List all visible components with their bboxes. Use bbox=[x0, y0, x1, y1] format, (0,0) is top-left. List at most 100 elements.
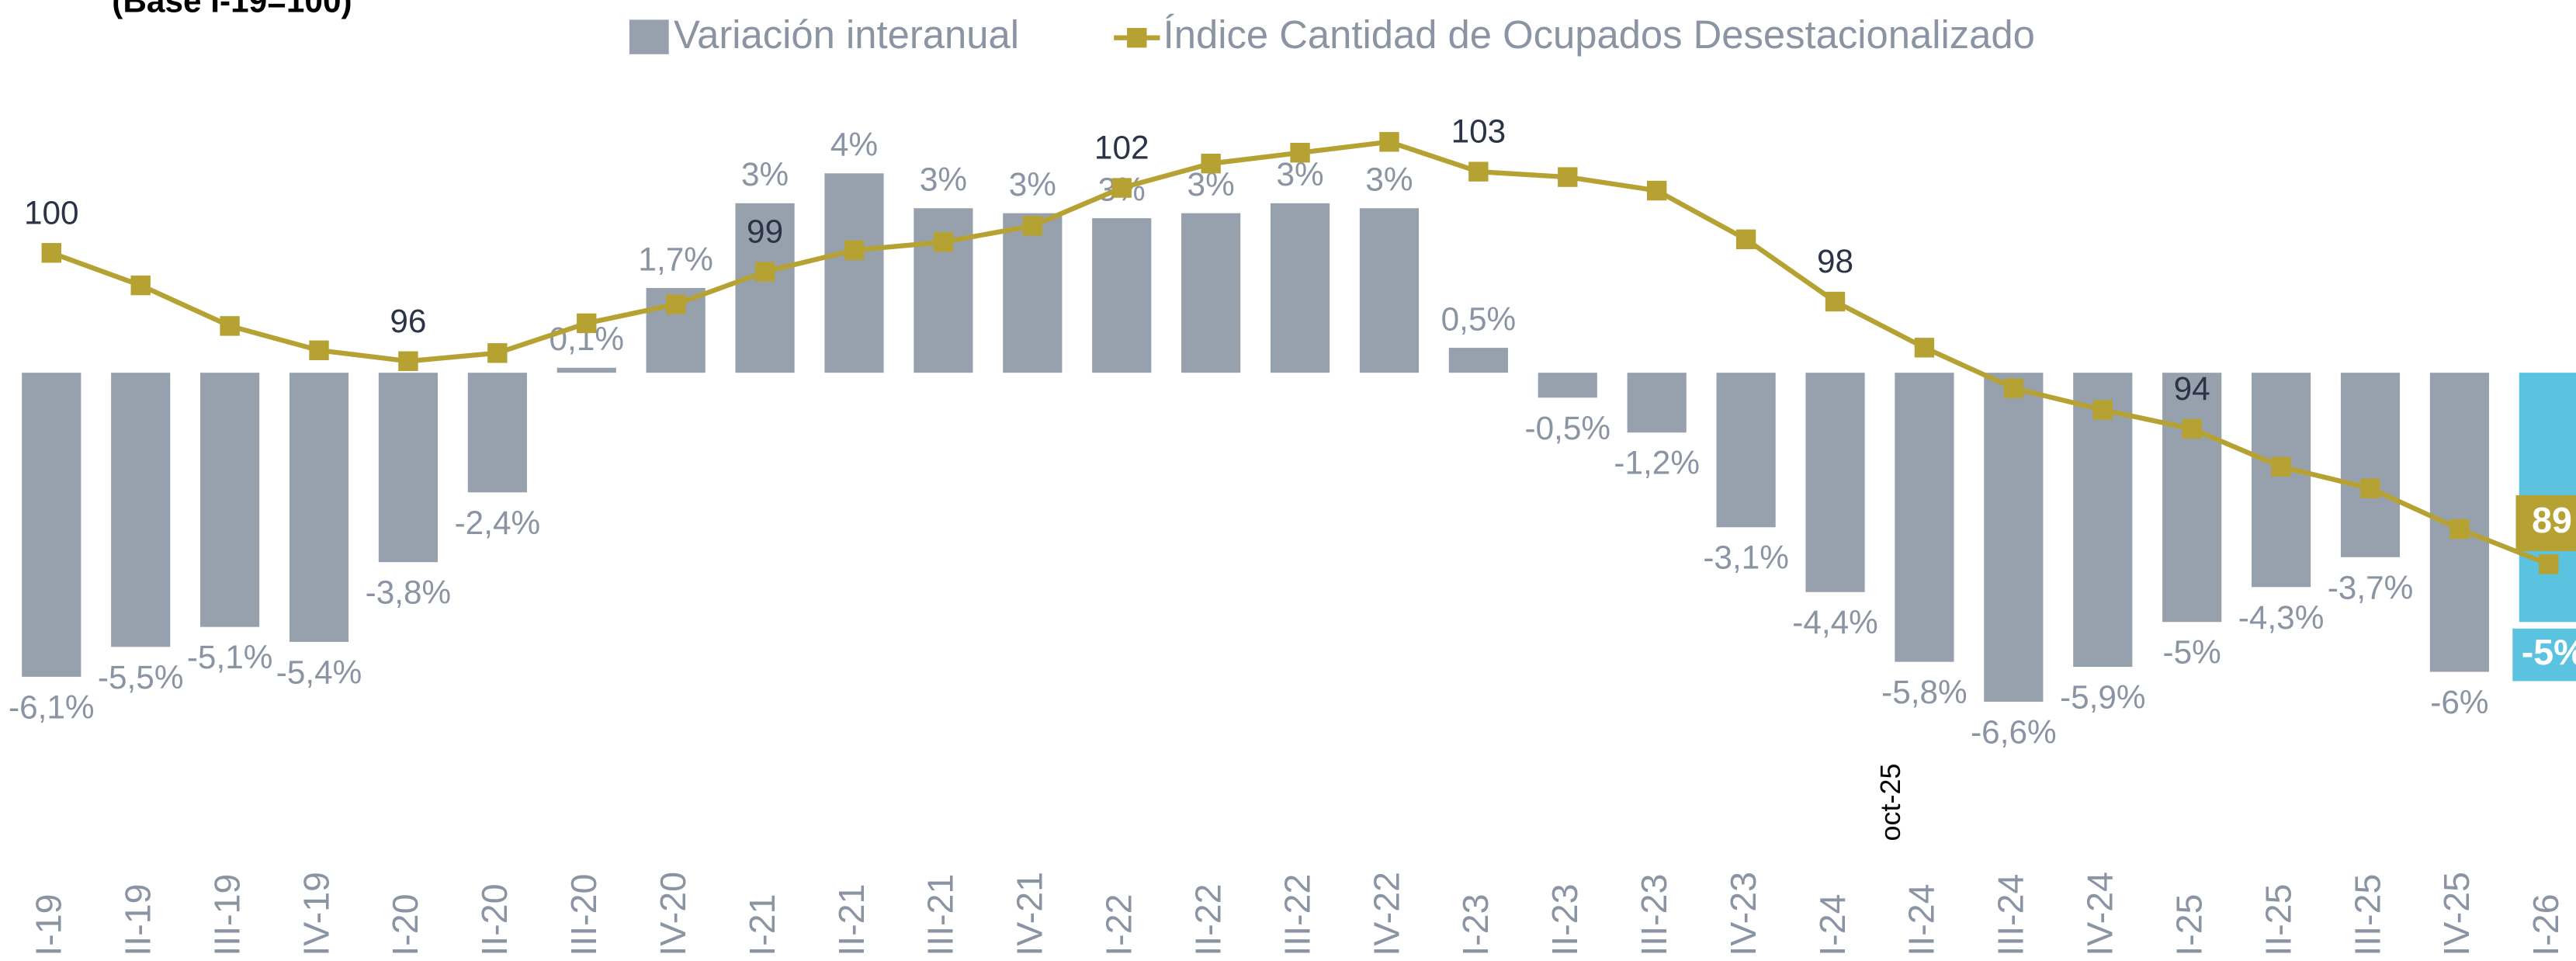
x-tick-label: III-20 bbox=[563, 874, 604, 956]
x-tick-label: I-25 bbox=[2169, 893, 2209, 956]
marker bbox=[2449, 519, 2470, 539]
bar-label: -5% bbox=[2163, 634, 2221, 671]
bar bbox=[111, 373, 171, 647]
bar-label: -2,4% bbox=[455, 505, 541, 541]
bar-label: 0,5% bbox=[1441, 300, 1516, 337]
marker bbox=[1558, 167, 1578, 187]
x-tick-label: IV-23 bbox=[1723, 872, 1763, 956]
x-tick-label: II-22 bbox=[1187, 884, 1228, 956]
marker bbox=[1647, 180, 1667, 201]
marker bbox=[1111, 178, 1132, 198]
bar bbox=[22, 373, 81, 677]
bar bbox=[1984, 373, 2044, 702]
x-tick-label: I-21 bbox=[742, 893, 782, 956]
x-tick-label: IV-19 bbox=[296, 872, 336, 956]
bar-label: -0,5% bbox=[1525, 410, 1611, 446]
bar bbox=[824, 173, 884, 373]
x-tick-label: II-20 bbox=[474, 884, 515, 956]
marker bbox=[41, 243, 61, 263]
line-label: 102 bbox=[1094, 130, 1149, 166]
bar-label: -5,4% bbox=[276, 654, 362, 690]
marker bbox=[2271, 456, 2291, 477]
x-tick-label: II-24 bbox=[1902, 884, 1942, 956]
bar-label: 3% bbox=[1009, 166, 1056, 203]
marker bbox=[844, 240, 865, 260]
bar-label: -5% bbox=[2522, 632, 2576, 672]
x-tick-label: I-23 bbox=[1455, 893, 1496, 956]
bar bbox=[1716, 373, 1776, 528]
x-tick-label: IV-20 bbox=[653, 872, 693, 956]
legend-swatch bbox=[629, 19, 669, 54]
bar-label: -4,4% bbox=[1792, 604, 1878, 640]
marker bbox=[1735, 229, 1756, 250]
line-label: 100 bbox=[24, 194, 79, 231]
bar bbox=[200, 373, 260, 627]
x-tick-label: III-24 bbox=[1991, 874, 2031, 956]
bar bbox=[2162, 373, 2222, 623]
x-tick-label: III-23 bbox=[1634, 874, 1674, 956]
x-tick-label: II-21 bbox=[831, 884, 872, 956]
x-tick-label: III-21 bbox=[920, 874, 961, 956]
bar-label: -5,9% bbox=[2060, 679, 2146, 716]
marker bbox=[1290, 143, 1310, 163]
marker bbox=[220, 316, 240, 336]
marker bbox=[2182, 418, 2202, 439]
annotation: oct-25 bbox=[1874, 764, 1906, 841]
x-tick-label: I-24 bbox=[1812, 893, 1853, 956]
x-tick-label: IV-25 bbox=[2436, 872, 2477, 956]
label-box bbox=[2512, 628, 2576, 682]
x-tick-label: I-20 bbox=[385, 893, 425, 956]
bar bbox=[2073, 373, 2133, 668]
x-tick-label: IV-22 bbox=[1366, 872, 1406, 956]
line-label: 89 bbox=[2532, 500, 2572, 540]
label-box bbox=[2515, 494, 2576, 551]
marker bbox=[398, 351, 418, 371]
x-tick-label: II-23 bbox=[1545, 884, 1585, 956]
bar-label: -5,8% bbox=[1881, 674, 1968, 710]
bar bbox=[1359, 208, 1420, 373]
bar-label: 4% bbox=[830, 127, 878, 163]
bar-label: 3% bbox=[741, 156, 789, 193]
marker bbox=[487, 343, 508, 363]
line-label: 96 bbox=[390, 303, 426, 339]
x-tick-label: III-22 bbox=[1277, 874, 1317, 956]
legend-label: Índice Cantidad de Ocupados Desestaciona… bbox=[1163, 12, 2035, 57]
bar bbox=[1448, 348, 1508, 373]
x-tick-label: IV-21 bbox=[1010, 872, 1050, 956]
x-tick-label: III-19 bbox=[206, 874, 247, 956]
marker bbox=[577, 313, 597, 334]
bar bbox=[289, 373, 349, 642]
bar bbox=[735, 203, 795, 373]
marker bbox=[665, 294, 686, 314]
bar-label: -3,7% bbox=[2328, 569, 2414, 605]
bar-label: -5,1% bbox=[187, 639, 273, 675]
x-tick-label: II-19 bbox=[117, 884, 158, 956]
chart-title: (Base I-19=100) bbox=[112, 0, 352, 19]
bar bbox=[1538, 373, 1597, 398]
bar-label: -6,1% bbox=[9, 689, 95, 725]
marker bbox=[1468, 161, 1489, 182]
marker bbox=[309, 340, 329, 361]
marker bbox=[130, 275, 151, 296]
legend-label: Variación interanual bbox=[674, 12, 1019, 57]
x-tick-label: II-25 bbox=[2258, 884, 2298, 956]
marker bbox=[1914, 338, 1935, 358]
line-label: 99 bbox=[747, 213, 783, 250]
bar bbox=[1895, 373, 1954, 662]
bar bbox=[378, 373, 439, 563]
marker bbox=[2003, 378, 2024, 398]
line-label: 98 bbox=[1817, 243, 1853, 279]
bar bbox=[1003, 213, 1063, 373]
bar bbox=[2340, 373, 2401, 557]
bar bbox=[2251, 373, 2311, 588]
line-label: 103 bbox=[1451, 113, 1506, 150]
x-tick-label: I-26 bbox=[2526, 893, 2566, 956]
bar bbox=[1270, 203, 1330, 373]
bar-label: -3,1% bbox=[1703, 539, 1789, 576]
bar-label: -1,2% bbox=[1614, 445, 1700, 481]
x-tick-label: III-25 bbox=[2347, 874, 2387, 956]
bar bbox=[467, 373, 527, 493]
bar-label: 1,7% bbox=[638, 241, 712, 277]
bar bbox=[1092, 218, 1152, 373]
